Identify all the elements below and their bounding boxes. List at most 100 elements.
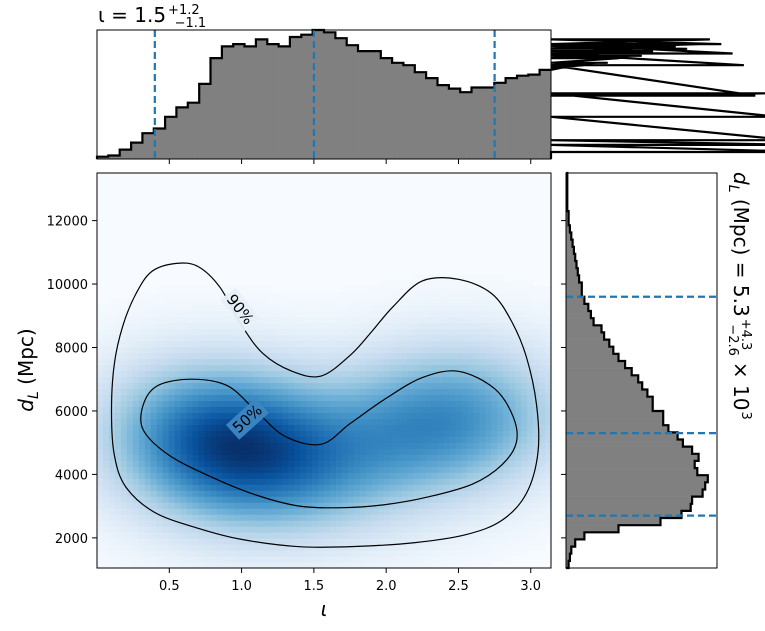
heatmap-cell (485, 358, 492, 366)
heatmap-cell (97, 412, 104, 419)
heatmap-cell (144, 466, 152, 473)
top-hist-bar (267, 44, 279, 159)
heatmap-cell (150, 448, 158, 455)
heatmap-cell (545, 322, 551, 330)
heatmap-cell (270, 334, 277, 342)
heatmap-cell (533, 412, 540, 419)
heatmap-cell (521, 388, 528, 396)
heatmap-cell (312, 376, 319, 384)
heatmap-cell (144, 532, 152, 539)
heatmap-cell (282, 466, 289, 473)
heatmap-cell (509, 460, 516, 467)
heatmap-cell (515, 328, 522, 336)
heatmap-cell (521, 508, 528, 515)
heatmap-cell (204, 334, 212, 342)
heatmap-cell (497, 292, 504, 300)
heatmap-cell (246, 394, 253, 402)
heatmap-cell (114, 502, 122, 509)
heatmap-cell (216, 502, 224, 509)
heatmap-cell (341, 370, 349, 378)
heatmap-cell (431, 376, 439, 384)
heatmap-cell (377, 466, 385, 473)
heatmap-cell (335, 520, 343, 527)
heatmap-cell (509, 334, 516, 342)
heatmap-cell (467, 280, 474, 288)
heatmap-cell (377, 472, 385, 479)
heatmap-cell (377, 382, 385, 390)
heatmap-cell (509, 340, 516, 348)
heatmap-cell (216, 478, 224, 485)
heatmap-cell (407, 436, 415, 443)
heatmap-cell (108, 520, 116, 527)
heatmap-cell (389, 340, 397, 348)
heatmap-cell (156, 286, 164, 294)
heatmap-cell (258, 292, 265, 300)
heatmap-cell (515, 538, 522, 545)
heatmap-cell (365, 460, 373, 467)
heatmap-cell (276, 550, 283, 557)
heatmap-cell (395, 304, 403, 312)
heatmap-cell (527, 364, 534, 372)
heatmap-cell (515, 466, 522, 473)
heatmap-cell (527, 280, 534, 288)
heatmap-cell (365, 520, 373, 527)
heatmap-cell (491, 412, 498, 419)
heatmap-cell (168, 472, 176, 479)
heatmap-cell (389, 376, 397, 384)
heatmap-cell (282, 532, 289, 539)
heatmap-cell (347, 292, 355, 300)
heatmap-cell (461, 550, 468, 557)
heatmap-cell (473, 418, 480, 425)
heatmap-cell (216, 328, 224, 336)
heatmap-cell (102, 340, 110, 348)
heatmap-cell (318, 412, 325, 419)
heatmap-cell (144, 382, 152, 390)
heatmap-cell (455, 538, 462, 545)
heatmap-cell (312, 424, 319, 431)
heatmap-cell (198, 466, 206, 473)
heatmap-cell (186, 442, 194, 449)
heatmap-cell (455, 304, 462, 312)
heatmap-cell (479, 466, 486, 473)
heatmap-cell (425, 280, 433, 288)
heatmap-cell (335, 352, 343, 360)
heatmap-cell (329, 364, 337, 372)
heatmap-cell (545, 310, 551, 318)
heatmap-cell (335, 340, 343, 348)
heatmap-cell (216, 556, 224, 563)
heatmap-cell (533, 346, 540, 354)
heatmap-cell (312, 556, 319, 563)
heatmap-cell (246, 556, 253, 563)
heatmap-cell (174, 310, 182, 318)
top-hist-bar (516, 75, 529, 159)
heatmap-cell (389, 526, 397, 533)
heatmap-cell (539, 454, 546, 461)
heatmap-cell (329, 388, 337, 396)
heatmap-cell (138, 466, 146, 473)
heatmap-cell (126, 382, 134, 390)
heatmap-cell (527, 520, 534, 527)
heatmap-cell (126, 436, 134, 443)
heatmap-cell (204, 514, 212, 521)
heatmap-cell (341, 562, 349, 568)
heatmap-cell (335, 526, 343, 533)
heatmap-cell (539, 514, 546, 521)
heatmap-cell (132, 418, 140, 425)
heatmap-cell (300, 412, 307, 419)
heatmap-cell (455, 376, 462, 384)
heatmap-cell (413, 448, 421, 455)
heatmap-cell (341, 406, 349, 413)
heatmap-cell (419, 406, 427, 413)
heatmap-cell (162, 364, 170, 372)
heatmap-cell (180, 544, 188, 551)
heatmap-cell (168, 412, 176, 419)
heatmap-cell (144, 544, 152, 551)
heatmap-cell (461, 334, 468, 342)
heatmap-cell (102, 526, 110, 533)
heatmap-cell (318, 292, 325, 300)
heatmap-cell (264, 448, 271, 455)
heatmap-cell (126, 526, 134, 533)
heatmap-cell (174, 400, 182, 407)
heatmap-cell (156, 322, 164, 330)
heatmap-cell (318, 442, 325, 449)
